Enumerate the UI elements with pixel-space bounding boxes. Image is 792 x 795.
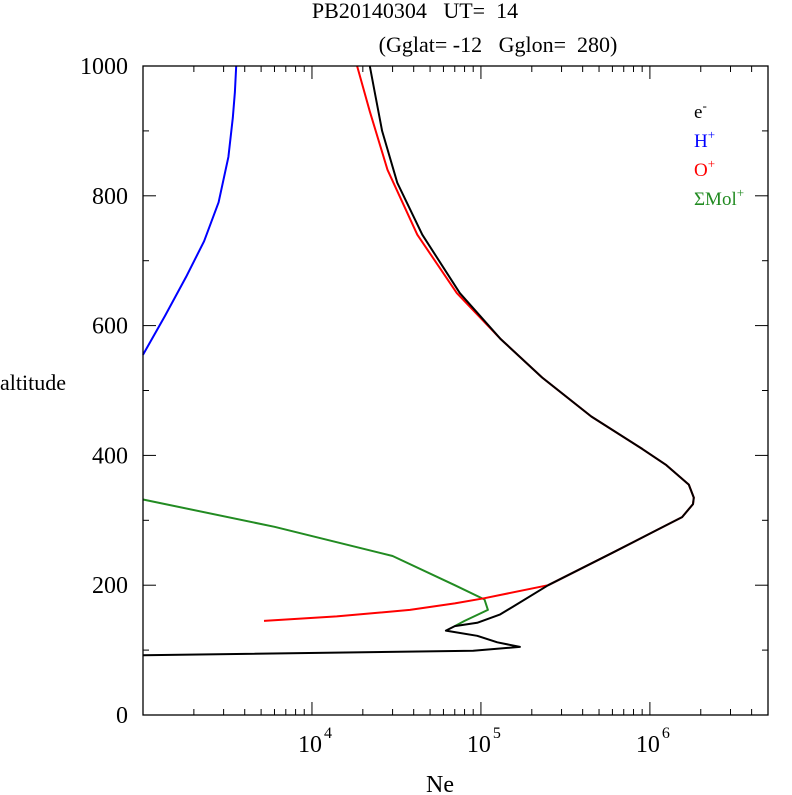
legend-entry-superscript: + — [708, 156, 715, 171]
series-line-o — [263, 65, 695, 622]
legend-entry-h: H+ — [694, 127, 715, 152]
y-tick-label: 1000 — [80, 54, 128, 80]
axis-ticks — [143, 65, 768, 716]
legend: e- H+ O+ ΣMol+ — [694, 98, 744, 210]
x-tick-label: 10 — [467, 732, 491, 758]
x-tick-label: 10 — [298, 732, 322, 758]
series-lines — [142, 65, 695, 657]
legend-entry-e: e- — [694, 98, 707, 123]
x-axis-label: Ne — [426, 772, 454, 795]
x-tick-label: 10 — [636, 732, 660, 758]
series-line-e — [142, 65, 695, 657]
x-tick-label-exponent: 5 — [493, 725, 501, 742]
y-tick-labels: 0 200 400 600 800 1000 — [80, 54, 128, 729]
legend-entry-mol: ΣMol+ — [694, 185, 744, 210]
y-tick-label: 800 — [92, 184, 128, 210]
legend-entry-superscript: + — [737, 185, 744, 200]
y-tick-label: 200 — [92, 573, 128, 599]
y-tick-label: 0 — [116, 703, 128, 729]
y-tick-label: 400 — [92, 443, 128, 469]
series-line-h — [142, 65, 238, 356]
series-line-mol — [142, 498, 489, 627]
y-axis-label: altitude — [0, 370, 66, 395]
x-tick-labels: 10 4 10 5 10 6 — [298, 725, 670, 758]
x-tick-label-exponent: 6 — [662, 725, 670, 742]
y-tick-label: 600 — [92, 314, 128, 340]
plot-frame — [142, 65, 769, 716]
legend-entry-superscript: - — [702, 98, 706, 113]
x-tick-label-exponent: 4 — [324, 725, 332, 742]
chart-title-line1: PB20140304 UT= 14 — [312, 0, 518, 23]
legend-entry-o: O+ — [694, 156, 715, 181]
chart-title-line2: (Gglat= -12 Gglon= 280) — [379, 32, 618, 57]
legend-entry-superscript: + — [708, 127, 715, 142]
